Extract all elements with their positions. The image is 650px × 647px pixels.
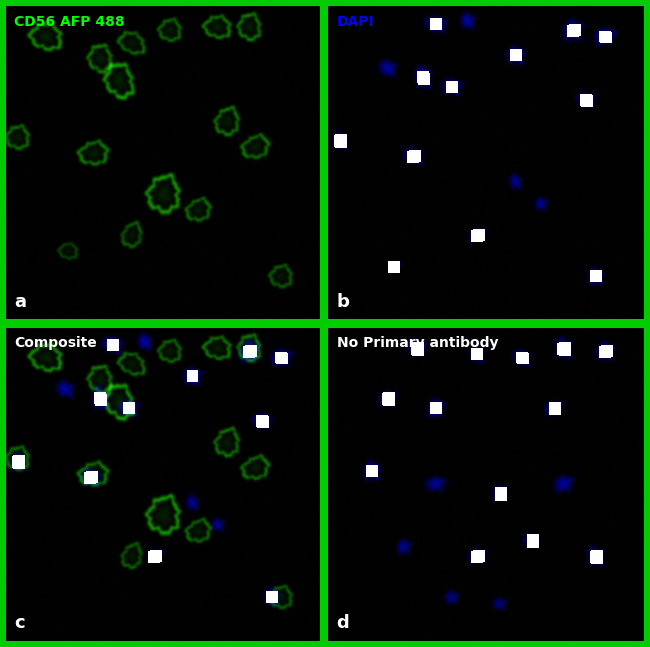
Text: Composite: Composite (14, 336, 97, 350)
Text: c: c (14, 615, 25, 632)
Text: d: d (337, 615, 349, 632)
Text: b: b (337, 293, 350, 311)
Text: DAPI: DAPI (337, 15, 374, 28)
Text: a: a (14, 293, 26, 311)
Text: CD56 AFP 488: CD56 AFP 488 (14, 15, 125, 28)
Text: No Primary antibody: No Primary antibody (337, 336, 498, 350)
